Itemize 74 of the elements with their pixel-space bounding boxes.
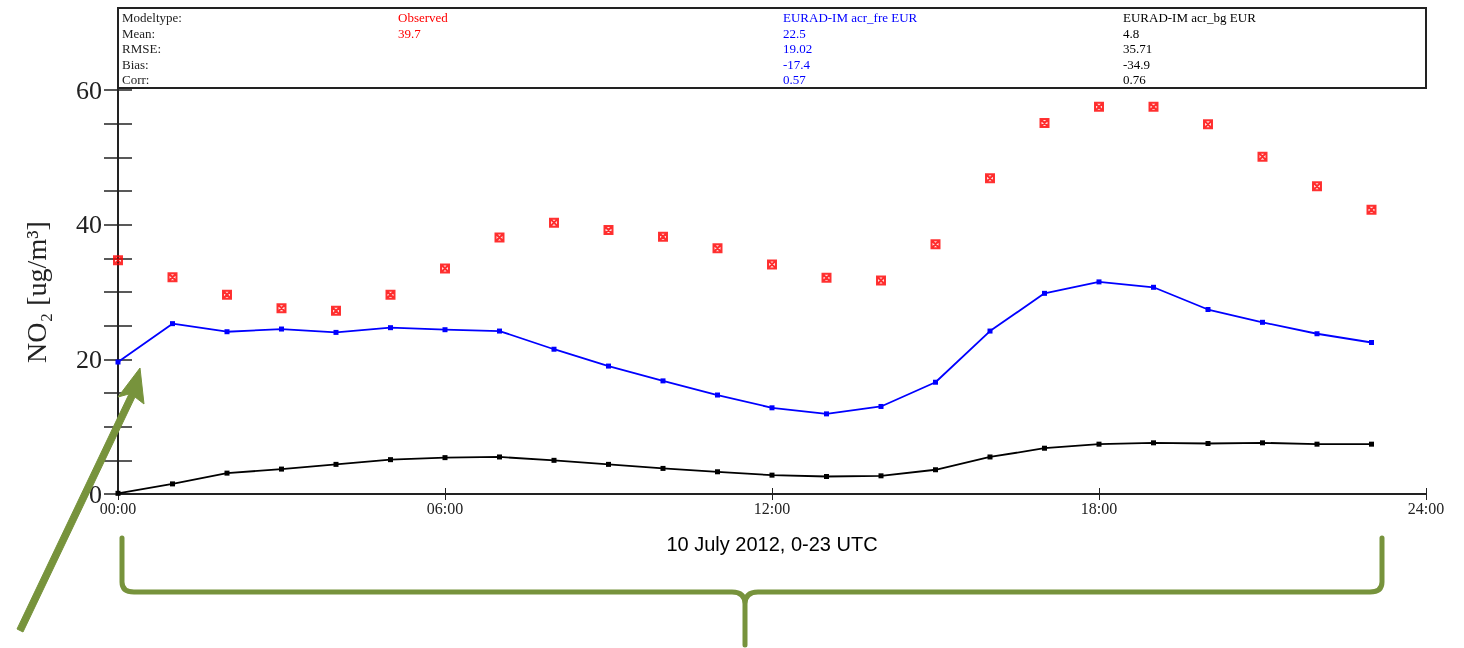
point bbox=[115, 359, 121, 365]
y-tick-label: 20 bbox=[76, 344, 102, 374]
point bbox=[1369, 441, 1374, 447]
point bbox=[170, 481, 175, 487]
text: 39.7 bbox=[398, 25, 422, 41]
x-tick-label: 18:00 bbox=[1080, 499, 1118, 517]
point bbox=[1369, 340, 1374, 345]
point bbox=[1151, 284, 1156, 290]
point bbox=[279, 466, 284, 472]
point bbox=[769, 472, 775, 478]
point bbox=[388, 325, 393, 331]
y-tick-label: 40 bbox=[76, 210, 102, 240]
text: Corr: bbox=[122, 72, 150, 87]
point bbox=[987, 454, 993, 460]
point bbox=[660, 378, 666, 384]
point bbox=[1260, 319, 1265, 325]
text: EURAD-IM acr_bg EUR bbox=[1123, 10, 1257, 25]
text: RMSE: bbox=[122, 41, 162, 56]
point bbox=[442, 455, 448, 461]
text: Bias: bbox=[122, 56, 149, 72]
point bbox=[1042, 445, 1047, 451]
point bbox=[279, 326, 284, 332]
point bbox=[933, 379, 938, 385]
point bbox=[933, 467, 938, 473]
point bbox=[606, 461, 611, 467]
point bbox=[878, 403, 884, 409]
point bbox=[442, 327, 448, 333]
point bbox=[1096, 441, 1102, 447]
point bbox=[715, 469, 720, 475]
x-axis-title: 10 July 2012, 0-23 UTC bbox=[666, 533, 878, 555]
text: Mean: bbox=[122, 25, 156, 41]
point bbox=[497, 328, 502, 334]
point bbox=[824, 473, 829, 479]
text: -17.4 bbox=[783, 56, 811, 72]
point bbox=[1205, 307, 1211, 313]
point bbox=[1205, 441, 1211, 446]
y-axis-title: NO₂ [ug/m³] bbox=[20, 221, 52, 363]
point bbox=[769, 405, 775, 411]
point bbox=[1151, 440, 1156, 446]
x-tick-label: 12:00 bbox=[753, 499, 791, 517]
point bbox=[824, 411, 829, 417]
point bbox=[660, 465, 666, 471]
point bbox=[388, 457, 393, 463]
text: 19.02 bbox=[783, 41, 813, 56]
text: Observed bbox=[398, 10, 449, 25]
point bbox=[224, 470, 230, 476]
point bbox=[715, 392, 720, 398]
point bbox=[878, 473, 884, 479]
point bbox=[497, 454, 502, 460]
point bbox=[1260, 440, 1265, 446]
point bbox=[551, 457, 557, 463]
text: -34.9 bbox=[1123, 56, 1151, 72]
point bbox=[224, 329, 230, 335]
point bbox=[333, 461, 339, 467]
x-tick-label: 24:00 bbox=[1407, 499, 1445, 517]
point bbox=[551, 346, 557, 352]
point bbox=[333, 329, 339, 335]
point bbox=[987, 328, 993, 334]
point bbox=[1042, 290, 1047, 296]
x-tick-label: 06:00 bbox=[426, 499, 464, 517]
text: 0.76 bbox=[1123, 72, 1147, 87]
point bbox=[1314, 441, 1320, 447]
y-tick-label: 60 bbox=[76, 75, 102, 105]
point bbox=[170, 321, 175, 327]
text: 0.57 bbox=[783, 72, 807, 87]
text: 35.71 bbox=[1123, 41, 1153, 56]
point bbox=[1314, 331, 1320, 337]
text: EURAD-IM acr_fre EUR bbox=[783, 10, 918, 25]
point bbox=[606, 363, 611, 369]
text: Modeltype: bbox=[122, 10, 182, 25]
text: 22.5 bbox=[783, 25, 806, 41]
x-tick-label: 00:00 bbox=[99, 499, 137, 517]
point bbox=[1096, 279, 1102, 285]
text: 4.8 bbox=[1123, 25, 1140, 41]
